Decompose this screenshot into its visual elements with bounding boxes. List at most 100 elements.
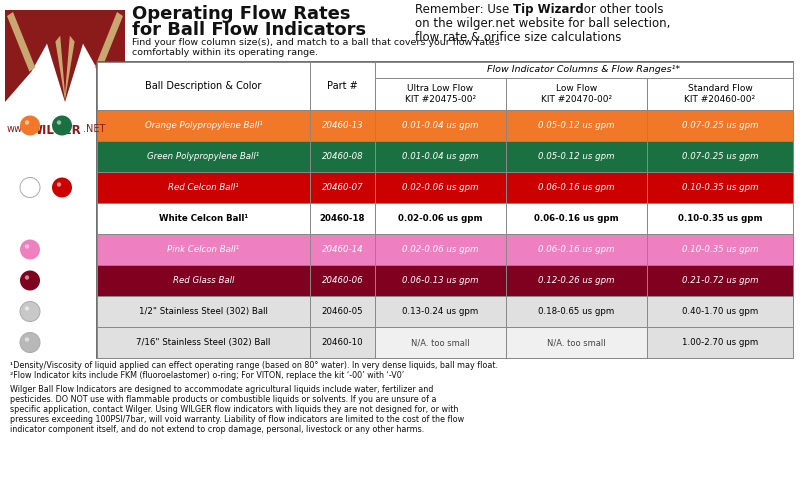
Bar	[375, 265, 506, 296]
Text: 0.06-0.13 us gpm: 0.06-0.13 us gpm	[402, 276, 478, 285]
Bar	[375, 203, 506, 234]
Bar	[375, 327, 506, 358]
Text: 0.05-0.12 us gpm: 0.05-0.12 us gpm	[538, 121, 614, 130]
Text: comfortably within its operating range.: comfortably within its operating range.	[132, 48, 318, 57]
Text: Operating Flow Rates: Operating Flow Rates	[132, 5, 350, 23]
Text: 0.02-0.06 us gpm: 0.02-0.06 us gpm	[402, 245, 478, 254]
Text: Ultra Low Flow
KIT #20475-00²: Ultra Low Flow KIT #20475-00²	[405, 84, 476, 104]
Bar	[375, 62, 793, 78]
Circle shape	[25, 182, 29, 187]
Polygon shape	[5, 10, 125, 102]
Text: Pink Celcon Ball¹: Pink Celcon Ball¹	[167, 245, 239, 254]
Bar	[310, 265, 375, 296]
Text: Orange Polypropylene Ball¹: Orange Polypropylene Ball¹	[145, 121, 262, 130]
Text: Remember: Use: Remember: Use	[415, 3, 513, 16]
Text: 0.10-0.35 us gpm: 0.10-0.35 us gpm	[682, 245, 758, 254]
Text: flow rate & orifice size calculations: flow rate & orifice size calculations	[415, 31, 622, 44]
Polygon shape	[94, 12, 123, 72]
Bar	[97, 62, 310, 110]
Text: 0.21-0.72 us gpm: 0.21-0.72 us gpm	[682, 276, 758, 285]
Text: N/A. too small: N/A. too small	[547, 338, 606, 347]
Text: 7/16" Stainless Steel (302) Ball: 7/16" Stainless Steel (302) Ball	[136, 338, 270, 347]
Circle shape	[57, 182, 61, 187]
Circle shape	[52, 178, 72, 197]
Circle shape	[20, 301, 40, 322]
Bar	[97, 296, 310, 327]
Text: 1/2" Stainless Steel (302) Ball: 1/2" Stainless Steel (302) Ball	[139, 307, 268, 316]
Text: 0.12-0.26 us gpm: 0.12-0.26 us gpm	[538, 276, 614, 285]
Text: pressures exceeding 100PSI/7bar, will void warranty. Liability of flow indicator: pressures exceeding 100PSI/7bar, will vo…	[10, 415, 464, 424]
Circle shape	[20, 333, 40, 352]
Text: Ball Description & Color: Ball Description & Color	[146, 81, 262, 91]
Bar	[5, 10, 125, 28]
Text: N/A. too small: N/A. too small	[411, 338, 470, 347]
Circle shape	[20, 178, 40, 197]
Bar	[310, 234, 375, 265]
Text: www.: www.	[7, 124, 33, 134]
Circle shape	[25, 306, 29, 311]
Circle shape	[20, 271, 40, 290]
Bar	[97, 203, 310, 234]
Text: Flow Indicator Columns & Flow Ranges¹*: Flow Indicator Columns & Flow Ranges¹*	[487, 65, 681, 74]
Text: 0.06-0.16 us gpm: 0.06-0.16 us gpm	[538, 245, 614, 254]
Text: 0.01-0.04 us gpm: 0.01-0.04 us gpm	[402, 152, 478, 161]
Circle shape	[52, 116, 72, 135]
Circle shape	[25, 120, 29, 125]
Bar	[310, 62, 375, 110]
Bar	[506, 172, 647, 203]
Text: 0.02-0.06 us gpm: 0.02-0.06 us gpm	[402, 183, 478, 192]
Bar	[647, 327, 793, 358]
Text: WILGER: WILGER	[30, 124, 82, 137]
Text: 20460-18: 20460-18	[320, 214, 366, 223]
Text: Standard Flow
KIT #20460-00²: Standard Flow KIT #20460-00²	[685, 84, 755, 104]
Text: 20460-06: 20460-06	[322, 276, 363, 285]
Text: Green Polypropylene Ball¹: Green Polypropylene Ball¹	[147, 152, 260, 161]
Text: 0.40-1.70 us gpm: 0.40-1.70 us gpm	[682, 307, 758, 316]
Bar	[506, 78, 647, 110]
Circle shape	[25, 337, 29, 342]
Bar	[375, 234, 506, 265]
Text: ²Flow Indicator kits include FKM (fluoroelastomer) o-ring; For VITON, replace th: ²Flow Indicator kits include FKM (fluoro…	[10, 371, 404, 380]
Text: 0.02-0.06 us gpm: 0.02-0.06 us gpm	[398, 214, 482, 223]
Text: 20460-13: 20460-13	[322, 121, 363, 130]
Bar	[506, 327, 647, 358]
Text: .NET: .NET	[83, 124, 106, 134]
Bar	[647, 172, 793, 203]
Text: on the wilger.net website for ball selection,: on the wilger.net website for ball selec…	[415, 17, 670, 30]
Bar	[647, 296, 793, 327]
Text: 0.10-0.35 us gpm: 0.10-0.35 us gpm	[678, 214, 762, 223]
Bar	[375, 110, 506, 141]
Text: 0.07-0.25 us gpm: 0.07-0.25 us gpm	[682, 121, 758, 130]
Bar	[375, 172, 506, 203]
Bar	[506, 234, 647, 265]
Text: ¹Density/Viscosity of liquid applied can effect operating range (based on 80° wa: ¹Density/Viscosity of liquid applied can…	[10, 361, 498, 370]
Bar	[310, 327, 375, 358]
Bar	[506, 203, 647, 234]
Bar	[97, 172, 310, 203]
Bar	[310, 141, 375, 172]
Circle shape	[20, 240, 40, 260]
Bar	[375, 78, 506, 110]
Bar	[97, 327, 310, 358]
Bar	[97, 141, 310, 172]
Text: 20460-10: 20460-10	[322, 338, 363, 347]
Bar	[310, 296, 375, 327]
Text: 0.07-0.25 us gpm: 0.07-0.25 us gpm	[682, 152, 758, 161]
Text: 20460-05: 20460-05	[322, 307, 363, 316]
Text: 20460-07: 20460-07	[322, 183, 363, 192]
Bar	[97, 110, 310, 141]
Bar	[506, 110, 647, 141]
Bar	[506, 265, 647, 296]
Circle shape	[25, 276, 29, 280]
Text: White Celcon Ball¹: White Celcon Ball¹	[159, 214, 248, 223]
Bar	[647, 141, 793, 172]
Text: Low Flow
KIT #20470-00²: Low Flow KIT #20470-00²	[541, 84, 612, 104]
Text: 0.01-0.04 us gpm: 0.01-0.04 us gpm	[402, 121, 478, 130]
Text: 0.06-0.16 us gpm: 0.06-0.16 us gpm	[534, 214, 619, 223]
Text: Red Glass Ball: Red Glass Ball	[173, 276, 234, 285]
Text: Tip Wizard: Tip Wizard	[513, 3, 584, 16]
Bar	[506, 296, 647, 327]
Bar	[647, 265, 793, 296]
Bar	[97, 62, 793, 358]
Text: pesticides. DO NOT use with flammable products or combustible liquids or solvent: pesticides. DO NOT use with flammable pr…	[10, 395, 437, 404]
